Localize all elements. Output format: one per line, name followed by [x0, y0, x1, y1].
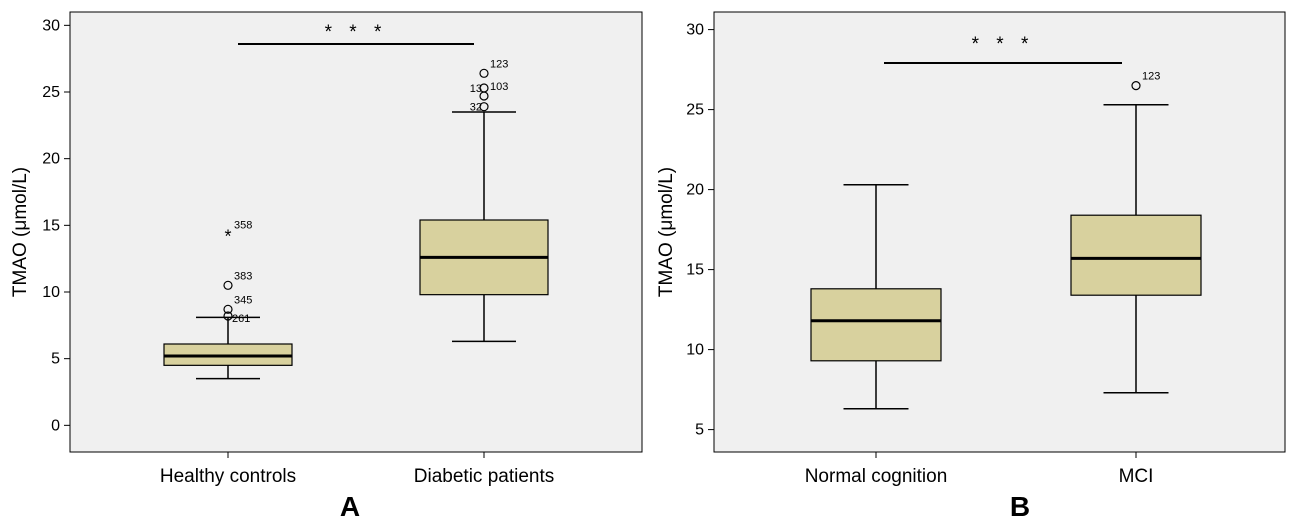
y-tick-label: 20 [42, 151, 60, 168]
outlier-circle-marker [479, 102, 489, 112]
box-mci: 123 [1070, 71, 1202, 394]
y-tick-label: 10 [42, 284, 60, 301]
x-category-label: MCI [1119, 466, 1154, 487]
x-category-label: Healthy controls [160, 466, 296, 487]
y-tick-label: 30 [42, 17, 60, 34]
y-tick-label: 20 [686, 182, 704, 199]
outlier-star-marker: * [224, 227, 231, 247]
x-category-label: Diabetic patients [414, 466, 554, 487]
y-tick-label: 25 [686, 102, 704, 119]
y-axis-label: TMAO (μmol/L) [656, 167, 677, 297]
panel-a: 0 5 10 15 20 25 30 TMAO (μmol/L) Healthy control… [10, 11, 643, 522]
outlier-label: 123 [490, 58, 508, 70]
box-normal-cognition [810, 184, 942, 410]
outlier-label: 345 [234, 294, 252, 306]
y-tick-label: 25 [42, 84, 60, 101]
y-axis-label: TMAO (μmol/L) [10, 167, 31, 297]
outlier-label: 261 [232, 313, 250, 325]
outlier-label: 32 [470, 102, 482, 114]
panel-letter: B [1010, 491, 1030, 519]
outlier-label: 103 [490, 81, 508, 93]
y-tick-label: 5 [51, 351, 60, 368]
outlier-circle-marker [1131, 80, 1141, 91]
panel-letter: A [340, 491, 360, 519]
y-tick-label: 30 [686, 22, 704, 39]
iqr-box [1070, 214, 1202, 296]
y-tick-label: 10 [686, 342, 704, 359]
y-tick-label: 15 [42, 217, 60, 234]
y-tick-label: 5 [695, 422, 704, 439]
significance-stars: * * * [325, 22, 388, 43]
outlier-label: 123 [1142, 71, 1160, 83]
outlier-circle-marker [223, 311, 233, 321]
outlier-circle-marker [223, 304, 233, 314]
outlier-label: 13 [470, 83, 482, 95]
outlier-label: 383 [234, 270, 252, 282]
panel-b: 5 10 15 20 25 30 TMAO (μmol/L) Normal cognition… [656, 11, 1286, 522]
outlier-label: 358 [234, 220, 252, 232]
outlier-circle-marker [479, 68, 489, 78]
box-healthy-controls: *358 383 345 261 [163, 220, 293, 380]
y-tick-label: 15 [686, 262, 704, 279]
y-tick-label: 0 [51, 417, 60, 434]
box-diabetic-patients: 123 13 103 32 [419, 58, 549, 343]
iqr-box [810, 288, 942, 362]
plot-area [69, 11, 643, 453]
x-category-label: Normal cognition [805, 466, 948, 487]
outlier-circle-marker [223, 280, 233, 290]
significance-stars: * * * [972, 34, 1035, 55]
outlier-circle-marker [479, 91, 489, 101]
